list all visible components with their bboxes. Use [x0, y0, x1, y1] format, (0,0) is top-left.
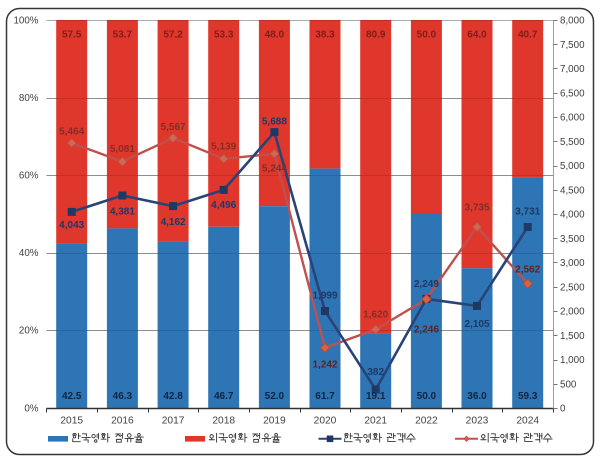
- svg-text:4,381: 4,381: [110, 207, 135, 218]
- svg-text:8,000: 8,000: [560, 16, 585, 27]
- svg-text:2,500: 2,500: [560, 282, 585, 293]
- svg-text:5,567: 5,567: [161, 122, 186, 133]
- svg-text:42.5: 42.5: [62, 391, 82, 402]
- svg-text:5,000: 5,000: [560, 161, 585, 172]
- svg-text:3,500: 3,500: [560, 234, 585, 245]
- svg-text:2021: 2021: [364, 416, 387, 427]
- svg-text:53.3: 53.3: [214, 30, 234, 41]
- svg-text:46.7: 46.7: [214, 391, 234, 402]
- svg-text:100%: 100%: [13, 15, 38, 26]
- svg-text:2,562: 2,562: [515, 265, 540, 276]
- svg-text:3,000: 3,000: [560, 258, 585, 269]
- svg-text:2020: 2020: [314, 416, 337, 427]
- svg-text:1,500: 1,500: [560, 331, 585, 342]
- svg-text:46.3: 46.3: [113, 391, 133, 402]
- svg-text:48.0: 48.0: [265, 30, 285, 41]
- svg-text:2,246: 2,246: [414, 325, 439, 336]
- svg-text:2017: 2017: [162, 416, 185, 427]
- svg-text:5,500: 5,500: [560, 137, 585, 148]
- svg-text:36.0: 36.0: [467, 391, 487, 402]
- svg-text:3,735: 3,735: [464, 203, 489, 214]
- svg-text:42.8: 42.8: [163, 391, 183, 402]
- svg-text:382: 382: [367, 367, 384, 378]
- svg-text:2018: 2018: [212, 416, 235, 427]
- svg-text:60%: 60%: [19, 171, 39, 182]
- svg-text:4,496: 4,496: [211, 200, 236, 211]
- svg-text:2019: 2019: [263, 416, 286, 427]
- svg-text:5,081: 5,081: [110, 144, 135, 155]
- svg-text:4,043: 4,043: [59, 220, 84, 231]
- svg-text:52.0: 52.0: [265, 391, 285, 402]
- svg-text:64.0: 64.0: [467, 30, 487, 41]
- svg-text:5,139: 5,139: [211, 141, 236, 152]
- svg-text:2024: 2024: [516, 416, 539, 427]
- svg-text:38.3: 38.3: [315, 30, 335, 41]
- svg-text:40%: 40%: [19, 248, 39, 259]
- svg-text:2023: 2023: [466, 416, 489, 427]
- svg-text:0%: 0%: [24, 403, 38, 414]
- svg-text:53.7: 53.7: [113, 30, 133, 41]
- svg-text:0: 0: [560, 404, 566, 415]
- svg-text:2,249: 2,249: [414, 279, 439, 290]
- svg-text:2016: 2016: [111, 416, 134, 427]
- svg-text:80.9: 80.9: [366, 30, 386, 41]
- svg-text:61.7: 61.7: [315, 391, 335, 402]
- svg-text:1,620: 1,620: [363, 310, 388, 321]
- svg-text:500: 500: [560, 379, 577, 390]
- svg-text:2015: 2015: [60, 416, 83, 427]
- svg-text:5,464: 5,464: [59, 127, 84, 138]
- svg-text:50.0: 50.0: [417, 391, 437, 402]
- svg-text:2022: 2022: [415, 416, 438, 427]
- svg-text:4,162: 4,162: [161, 217, 186, 228]
- svg-text:4,500: 4,500: [560, 185, 585, 196]
- svg-text:1,242: 1,242: [312, 360, 337, 371]
- svg-text:4,000: 4,000: [560, 210, 585, 221]
- svg-text:6,000: 6,000: [560, 113, 585, 124]
- svg-text:1,000: 1,000: [560, 355, 585, 366]
- svg-text:7,000: 7,000: [560, 64, 585, 75]
- svg-text:20%: 20%: [19, 326, 39, 337]
- svg-text:59.3: 59.3: [518, 391, 538, 402]
- svg-text:5,244: 5,244: [262, 164, 287, 175]
- svg-text:7,500: 7,500: [560, 40, 585, 51]
- svg-text:3,731: 3,731: [515, 207, 540, 218]
- svg-text:40.7: 40.7: [518, 30, 538, 41]
- svg-text:2,105: 2,105: [464, 319, 489, 330]
- svg-text:19.1: 19.1: [366, 391, 386, 402]
- svg-text:50.0: 50.0: [417, 30, 437, 41]
- svg-text:80%: 80%: [19, 93, 39, 104]
- svg-text:57.5: 57.5: [62, 30, 82, 41]
- svg-text:57.2: 57.2: [163, 30, 183, 41]
- svg-text:5,688: 5,688: [262, 116, 287, 127]
- svg-text:2,000: 2,000: [560, 307, 585, 318]
- svg-text:1,999: 1,999: [312, 291, 337, 302]
- svg-text:6,500: 6,500: [560, 89, 585, 100]
